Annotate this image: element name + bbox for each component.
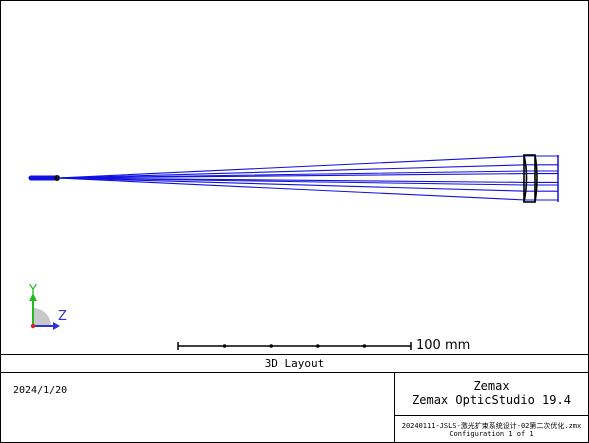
- scale-tick: [222, 344, 227, 348]
- file-info-box: 20240111-JSLS-激光扩束系统设计-02第二次优化.zmx Confi…: [395, 415, 588, 443]
- axis-triad: [29, 293, 60, 330]
- ray-trace-drawing: [28, 154, 559, 350]
- z-axis-label: Z: [58, 309, 67, 324]
- axis-sphere-icon: [33, 308, 51, 326]
- scale-bar-ticks: [222, 344, 367, 348]
- 3d-layout-viewport[interactable]: Y Z 100 mm: [1, 1, 588, 354]
- lens-element: [523, 154, 538, 203]
- info-right-panel: Zemax Zemax OpticStudio 19.4 20240111-JS…: [395, 372, 588, 442]
- info-left-panel: 2024/1/20: [1, 372, 395, 442]
- y-axis-arrow-icon: [29, 293, 37, 301]
- x-axis-dot-icon: [30, 323, 36, 329]
- company-name: Zemax: [473, 379, 510, 393]
- lens-edge: [523, 154, 536, 203]
- file-name: 20240111-JSLS-激光扩束系统设计-02第二次优化.zmx: [401, 422, 582, 430]
- configuration-text: Configuration 1 of 1: [449, 430, 534, 438]
- z-axis-arrow-icon: [53, 322, 60, 330]
- scale-bar-label: 100 mm: [416, 338, 471, 353]
- scale-tick: [316, 344, 320, 348]
- ray-bundle: [56, 155, 558, 201]
- lens-back-surface: [534, 154, 538, 203]
- ray-line: [56, 155, 558, 179]
- scale-tick: [362, 344, 367, 348]
- product-name: Zemax OpticStudio 19.4: [412, 393, 571, 407]
- y-axis-label: Y: [29, 283, 37, 298]
- ray-line: [56, 177, 558, 201]
- date-text: 2024/1/20: [13, 385, 68, 396]
- scale-bar: [177, 342, 412, 350]
- lens-front-surface: [523, 154, 528, 203]
- scale-tick: [269, 344, 274, 348]
- plot-title: 3D Layout: [1, 354, 588, 373]
